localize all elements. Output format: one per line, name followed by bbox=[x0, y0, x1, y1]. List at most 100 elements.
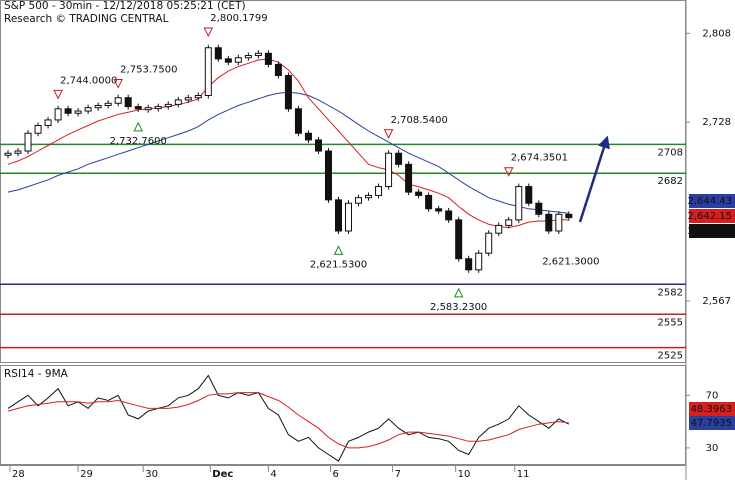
candle bbox=[365, 194, 373, 199]
price-box bbox=[689, 194, 735, 208]
candle bbox=[194, 94, 202, 99]
candle bbox=[24, 132, 32, 152]
rsi-line bbox=[7, 374, 570, 462]
candle bbox=[244, 55, 252, 59]
rsi-panel bbox=[0, 365, 686, 465]
rsi-box-label: 48.3963 bbox=[691, 404, 732, 415]
price-box-label: 2,644.43 bbox=[687, 196, 732, 207]
candle bbox=[334, 199, 342, 232]
rsi-box bbox=[689, 416, 735, 430]
high-marker bbox=[383, 129, 394, 139]
level-label: 2582 bbox=[658, 287, 683, 298]
candle bbox=[425, 194, 433, 210]
high-label: 2,708.5400 bbox=[391, 115, 448, 126]
candle bbox=[385, 152, 393, 188]
level-label: 2708 bbox=[658, 147, 683, 158]
low-label: 2,583.2300 bbox=[430, 302, 487, 313]
candle bbox=[314, 139, 322, 152]
moving-average bbox=[7, 58, 569, 229]
x-tick-label: 6 bbox=[332, 469, 338, 480]
candle bbox=[204, 47, 212, 96]
high-marker bbox=[203, 27, 214, 38]
candle bbox=[154, 106, 162, 110]
candle bbox=[465, 258, 473, 271]
rsi-box bbox=[689, 402, 735, 416]
candle bbox=[34, 124, 42, 134]
candle bbox=[234, 57, 242, 63]
candle bbox=[164, 103, 172, 108]
candle bbox=[485, 232, 493, 254]
price-box bbox=[689, 209, 735, 223]
price-label: 2,621.3000 bbox=[542, 257, 599, 268]
y-tick-label: 2,808 bbox=[702, 28, 731, 39]
rsi-title: RSI14 - 9MA bbox=[4, 368, 69, 380]
x-tick-label: 7 bbox=[395, 469, 401, 480]
x-tick-label: Dec bbox=[212, 469, 233, 480]
marks: 2708 2682 2582 2555 2525 2,808 2,728 2,567 28 29 3… bbox=[0, 13, 735, 480]
high-label: 2,800.1799 bbox=[210, 13, 267, 24]
candle bbox=[555, 213, 563, 232]
price-box-label: 2,642.15 bbox=[687, 211, 732, 222]
x-tick-label: 29 bbox=[80, 469, 93, 480]
low-marker bbox=[133, 121, 144, 132]
candle bbox=[64, 108, 72, 114]
y-tick-label: 70 bbox=[706, 390, 719, 401]
chart-subtitle: Research © TRADING CENTRAL bbox=[4, 13, 169, 25]
candle bbox=[495, 224, 503, 234]
y-tick-label: 2,567 bbox=[702, 296, 731, 307]
candle bbox=[94, 104, 102, 109]
x-tick-label: 10 bbox=[458, 469, 471, 480]
level-label: 2682 bbox=[658, 176, 683, 187]
candle bbox=[294, 108, 302, 134]
high-label: 2,753.7500 bbox=[120, 65, 177, 76]
candle bbox=[124, 97, 132, 108]
x-tick-label: 30 bbox=[145, 469, 158, 480]
high-marker bbox=[113, 79, 123, 89]
candle bbox=[284, 75, 292, 110]
low-marker bbox=[453, 287, 464, 298]
candle bbox=[74, 110, 82, 114]
candle bbox=[324, 150, 332, 201]
candle bbox=[254, 52, 262, 57]
x-tick-label: 4 bbox=[270, 469, 276, 480]
candle bbox=[525, 186, 533, 204]
candle bbox=[545, 213, 553, 232]
candle bbox=[14, 150, 22, 154]
rsi-box-label: 47.7935 bbox=[691, 418, 732, 429]
level-label: 2525 bbox=[658, 351, 683, 362]
candle bbox=[355, 197, 363, 204]
candle bbox=[445, 210, 453, 221]
x-tick-label: 11 bbox=[517, 469, 530, 480]
x-tick-label: 28 bbox=[12, 469, 25, 480]
y-tick-label: 2,728 bbox=[702, 117, 731, 128]
candle bbox=[144, 107, 152, 111]
low-marker bbox=[333, 245, 344, 255]
price-panel bbox=[0, 0, 686, 363]
low-label: 2,732.7600 bbox=[110, 136, 167, 147]
candle bbox=[54, 108, 62, 121]
candle bbox=[4, 152, 12, 156]
candle bbox=[435, 208, 443, 212]
candle bbox=[214, 47, 222, 60]
candle bbox=[565, 213, 573, 219]
candle bbox=[174, 99, 182, 105]
low-label: 2,621.5300 bbox=[310, 259, 367, 270]
candle bbox=[304, 132, 312, 141]
forecast-arrow bbox=[578, 135, 610, 223]
candle bbox=[345, 202, 353, 232]
candle bbox=[184, 97, 192, 101]
candle bbox=[415, 191, 423, 196]
candle bbox=[375, 186, 383, 196]
candle bbox=[455, 219, 463, 260]
candle bbox=[104, 102, 112, 106]
candle bbox=[114, 97, 122, 104]
candle bbox=[515, 186, 523, 221]
candle bbox=[84, 107, 92, 112]
price-box bbox=[689, 224, 735, 238]
candle bbox=[44, 119, 52, 126]
candle bbox=[505, 219, 513, 226]
candle bbox=[395, 152, 403, 165]
price-box-label: 2,636.78 bbox=[687, 226, 732, 237]
